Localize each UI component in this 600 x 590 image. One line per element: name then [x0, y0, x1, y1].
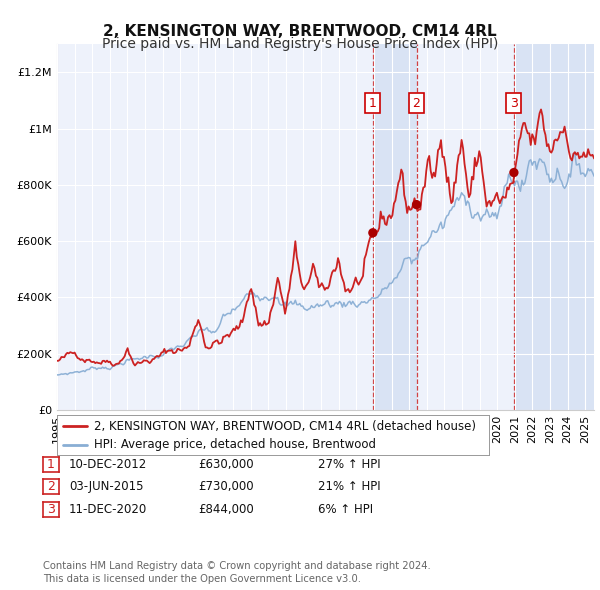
Text: Price paid vs. HM Land Registry's House Price Index (HPI): Price paid vs. HM Land Registry's House … [102, 37, 498, 51]
Point [368, 228, 377, 238]
Bar [373, 44, 416, 410]
Text: 11-DEC-2020: 11-DEC-2020 [69, 503, 147, 516]
Text: 2: 2 [413, 97, 421, 110]
Bar [514, 44, 594, 410]
Text: 3: 3 [47, 503, 55, 516]
Text: 21% ↑ HPI: 21% ↑ HPI [318, 480, 380, 493]
Text: 10-DEC-2012: 10-DEC-2012 [69, 458, 147, 471]
Text: 03-JUN-2015: 03-JUN-2015 [69, 480, 143, 493]
Text: 6% ↑ HPI: 6% ↑ HPI [318, 503, 373, 516]
Text: 27% ↑ HPI: 27% ↑ HPI [318, 458, 380, 471]
Text: 1: 1 [369, 97, 377, 110]
Text: 2: 2 [47, 480, 55, 493]
Text: £630,000: £630,000 [198, 458, 254, 471]
Text: Contains HM Land Registry data © Crown copyright and database right 2024.
This d: Contains HM Land Registry data © Crown c… [43, 561, 431, 584]
Point [509, 168, 518, 177]
Text: £730,000: £730,000 [198, 480, 254, 493]
Point [412, 200, 421, 209]
Text: 3: 3 [510, 97, 518, 110]
Text: 2, KENSINGTON WAY, BRENTWOOD, CM14 4RL (detached house): 2, KENSINGTON WAY, BRENTWOOD, CM14 4RL (… [94, 419, 476, 432]
Text: 1: 1 [47, 458, 55, 471]
Text: 2, KENSINGTON WAY, BRENTWOOD, CM14 4RL: 2, KENSINGTON WAY, BRENTWOOD, CM14 4RL [103, 24, 497, 38]
Text: £844,000: £844,000 [198, 503, 254, 516]
Text: HPI: Average price, detached house, Brentwood: HPI: Average price, detached house, Bren… [94, 438, 376, 451]
